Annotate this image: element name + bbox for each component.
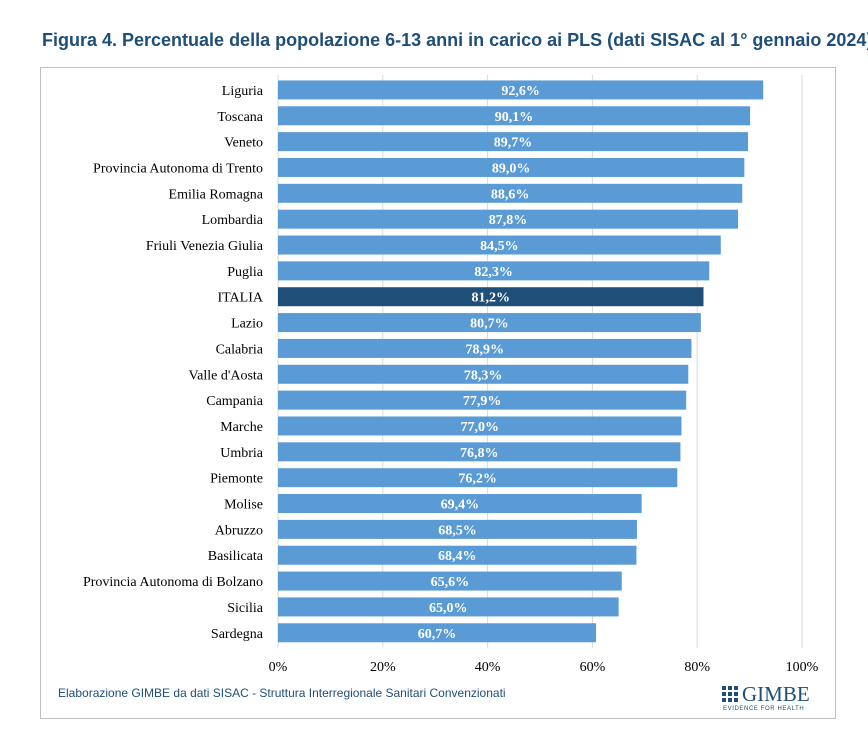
- data-label: 89,7%: [494, 136, 533, 151]
- bar: [278, 442, 681, 462]
- data-label: 77,9%: [463, 394, 502, 409]
- bar: [278, 80, 764, 100]
- data-label: 68,5%: [438, 523, 477, 538]
- category-label: Molise: [224, 498, 263, 513]
- data-label: 81,2%: [471, 291, 510, 306]
- data-label: 76,8%: [460, 446, 499, 461]
- category-labels: Liguria Toscana Veneto Provincia Autonoma d…: [83, 84, 264, 642]
- category-label: Emilia Romagna: [169, 187, 264, 202]
- category-label: Valle d'Aosta: [189, 368, 264, 383]
- bar: [278, 623, 597, 643]
- bar: [278, 157, 745, 177]
- data-label: 90,1%: [495, 110, 534, 125]
- bar: [278, 132, 749, 152]
- chart-frame: [40, 67, 836, 719]
- x-axis-ticks: 0% 20% 40% 60% 80% 100%: [269, 660, 819, 675]
- x-tick-label: 80%: [684, 660, 710, 675]
- data-label: 89,0%: [492, 161, 531, 176]
- category-label: Toscana: [217, 110, 263, 125]
- category-label: Campania: [206, 394, 264, 409]
- bar: [278, 364, 689, 384]
- data-label: 87,8%: [489, 213, 528, 228]
- category-label: Abruzzo: [215, 523, 263, 538]
- category-label: Puglia: [227, 265, 264, 280]
- logo-tagline: EVIDENCE FOR HEALTH: [723, 706, 805, 712]
- x-tick-label: 0%: [269, 660, 288, 675]
- x-tick-label: 60%: [580, 660, 606, 675]
- bar: [278, 235, 721, 255]
- bar: [278, 597, 619, 617]
- category-label: Basilicata: [208, 549, 264, 564]
- bar: [278, 416, 682, 436]
- category-label: Liguria: [222, 84, 264, 99]
- logo-word: GIMBE: [742, 682, 810, 706]
- chart-title: Figura 4. Percentuale della popolazione …: [42, 30, 868, 50]
- x-tick-label: 20%: [370, 660, 396, 675]
- category-label: Calabria: [216, 342, 264, 357]
- bar: [278, 287, 704, 307]
- data-label: 77,0%: [460, 420, 499, 435]
- bar: [278, 313, 701, 333]
- bar: [278, 338, 692, 358]
- x-tick-label: 40%: [475, 660, 501, 675]
- category-label: Lombardia: [202, 213, 264, 228]
- category-label: Provincia Autonoma di Bolzano: [83, 575, 263, 590]
- bar: [278, 183, 743, 203]
- category-label: Lazio: [231, 317, 263, 332]
- bar: [278, 571, 622, 591]
- bar: [278, 468, 678, 488]
- bar: [278, 209, 739, 229]
- category-label: Veneto: [224, 136, 263, 151]
- data-label: 82,3%: [474, 265, 513, 280]
- data-label: 78,9%: [465, 342, 504, 357]
- data-label: 76,2%: [458, 472, 497, 487]
- category-label: Marche: [220, 420, 263, 435]
- data-label: 88,6%: [491, 187, 530, 202]
- category-label: Umbria: [220, 446, 264, 461]
- data-label: 68,4%: [438, 549, 477, 564]
- category-label: Provincia Autonoma di Trento: [93, 161, 263, 176]
- bar: [278, 261, 710, 281]
- logo-grid-icon: [722, 686, 738, 702]
- category-label: Sicilia: [227, 601, 264, 616]
- data-label: 92,6%: [501, 84, 540, 99]
- data-label: 65,0%: [429, 601, 468, 616]
- bar: [278, 390, 687, 410]
- data-label: 84,5%: [480, 239, 519, 254]
- category-label: Friuli Venezia Giulia: [146, 239, 264, 254]
- source-note: Elaborazione GIMBE da dati SISAC - Strut…: [58, 686, 506, 700]
- x-tick-label: 100%: [786, 660, 819, 675]
- bars: [278, 80, 764, 643]
- category-label: Sardegna: [211, 627, 264, 642]
- data-label: 80,7%: [470, 317, 509, 332]
- value-labels: 92,6% 90,1% 89,7% 89,0% 88,6% 87,8% 84,5% 82,3%…: [418, 84, 540, 642]
- bar: [278, 494, 642, 514]
- data-label: 60,7%: [418, 627, 457, 642]
- bar: [278, 545, 637, 565]
- bar: [278, 106, 751, 126]
- data-label: 78,3%: [464, 368, 503, 383]
- gimbe-logo: GIMBE EVIDENCE FOR HEALTH: [722, 683, 822, 715]
- data-label: 69,4%: [441, 498, 480, 513]
- data-label: 65,6%: [431, 575, 470, 590]
- bar: [278, 519, 637, 539]
- category-label: Piemonte: [210, 472, 263, 487]
- category-label: ITALIA: [217, 291, 263, 306]
